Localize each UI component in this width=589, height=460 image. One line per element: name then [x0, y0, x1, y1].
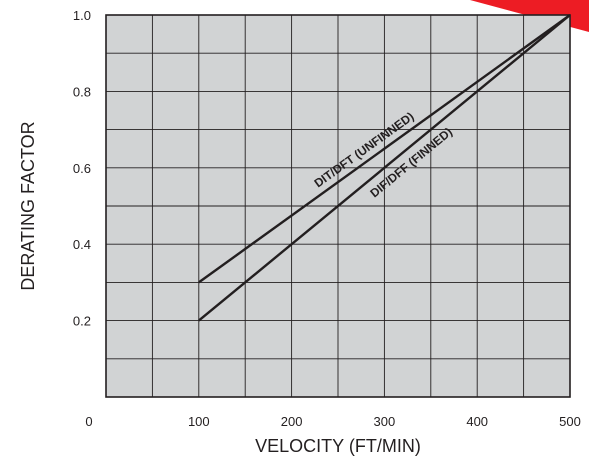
y-tick-label: 0.4 [73, 237, 91, 252]
x-tick-label: 500 [559, 414, 581, 429]
y-tick-label: 0.6 [73, 161, 91, 176]
y-tick-label: 1.0 [73, 8, 91, 23]
x-axis-label: VELOCITY (FT/MIN) [255, 436, 421, 456]
x-tick-label: 0 [85, 414, 92, 429]
y-tick-label: 0.2 [73, 314, 91, 329]
plot-frame [105, 14, 571, 398]
y-tick-label: 0.8 [73, 84, 91, 99]
y-tick-labels: 0.2 0.4 0.6 0.8 1.0 [73, 8, 91, 329]
y-axis-label: DERATING FACTOR [18, 121, 38, 290]
series-line-finned [198, 14, 571, 322]
grid [106, 15, 570, 397]
x-tick-label: 400 [466, 414, 488, 429]
x-tick-label: 200 [281, 414, 303, 429]
series-line-unfinned [198, 14, 571, 284]
series-lines [198, 14, 571, 322]
x-tick-label: 300 [374, 414, 396, 429]
x-tick-label: 100 [188, 414, 210, 429]
x-tick-labels: 0 100 200 300 400 500 [85, 414, 580, 429]
